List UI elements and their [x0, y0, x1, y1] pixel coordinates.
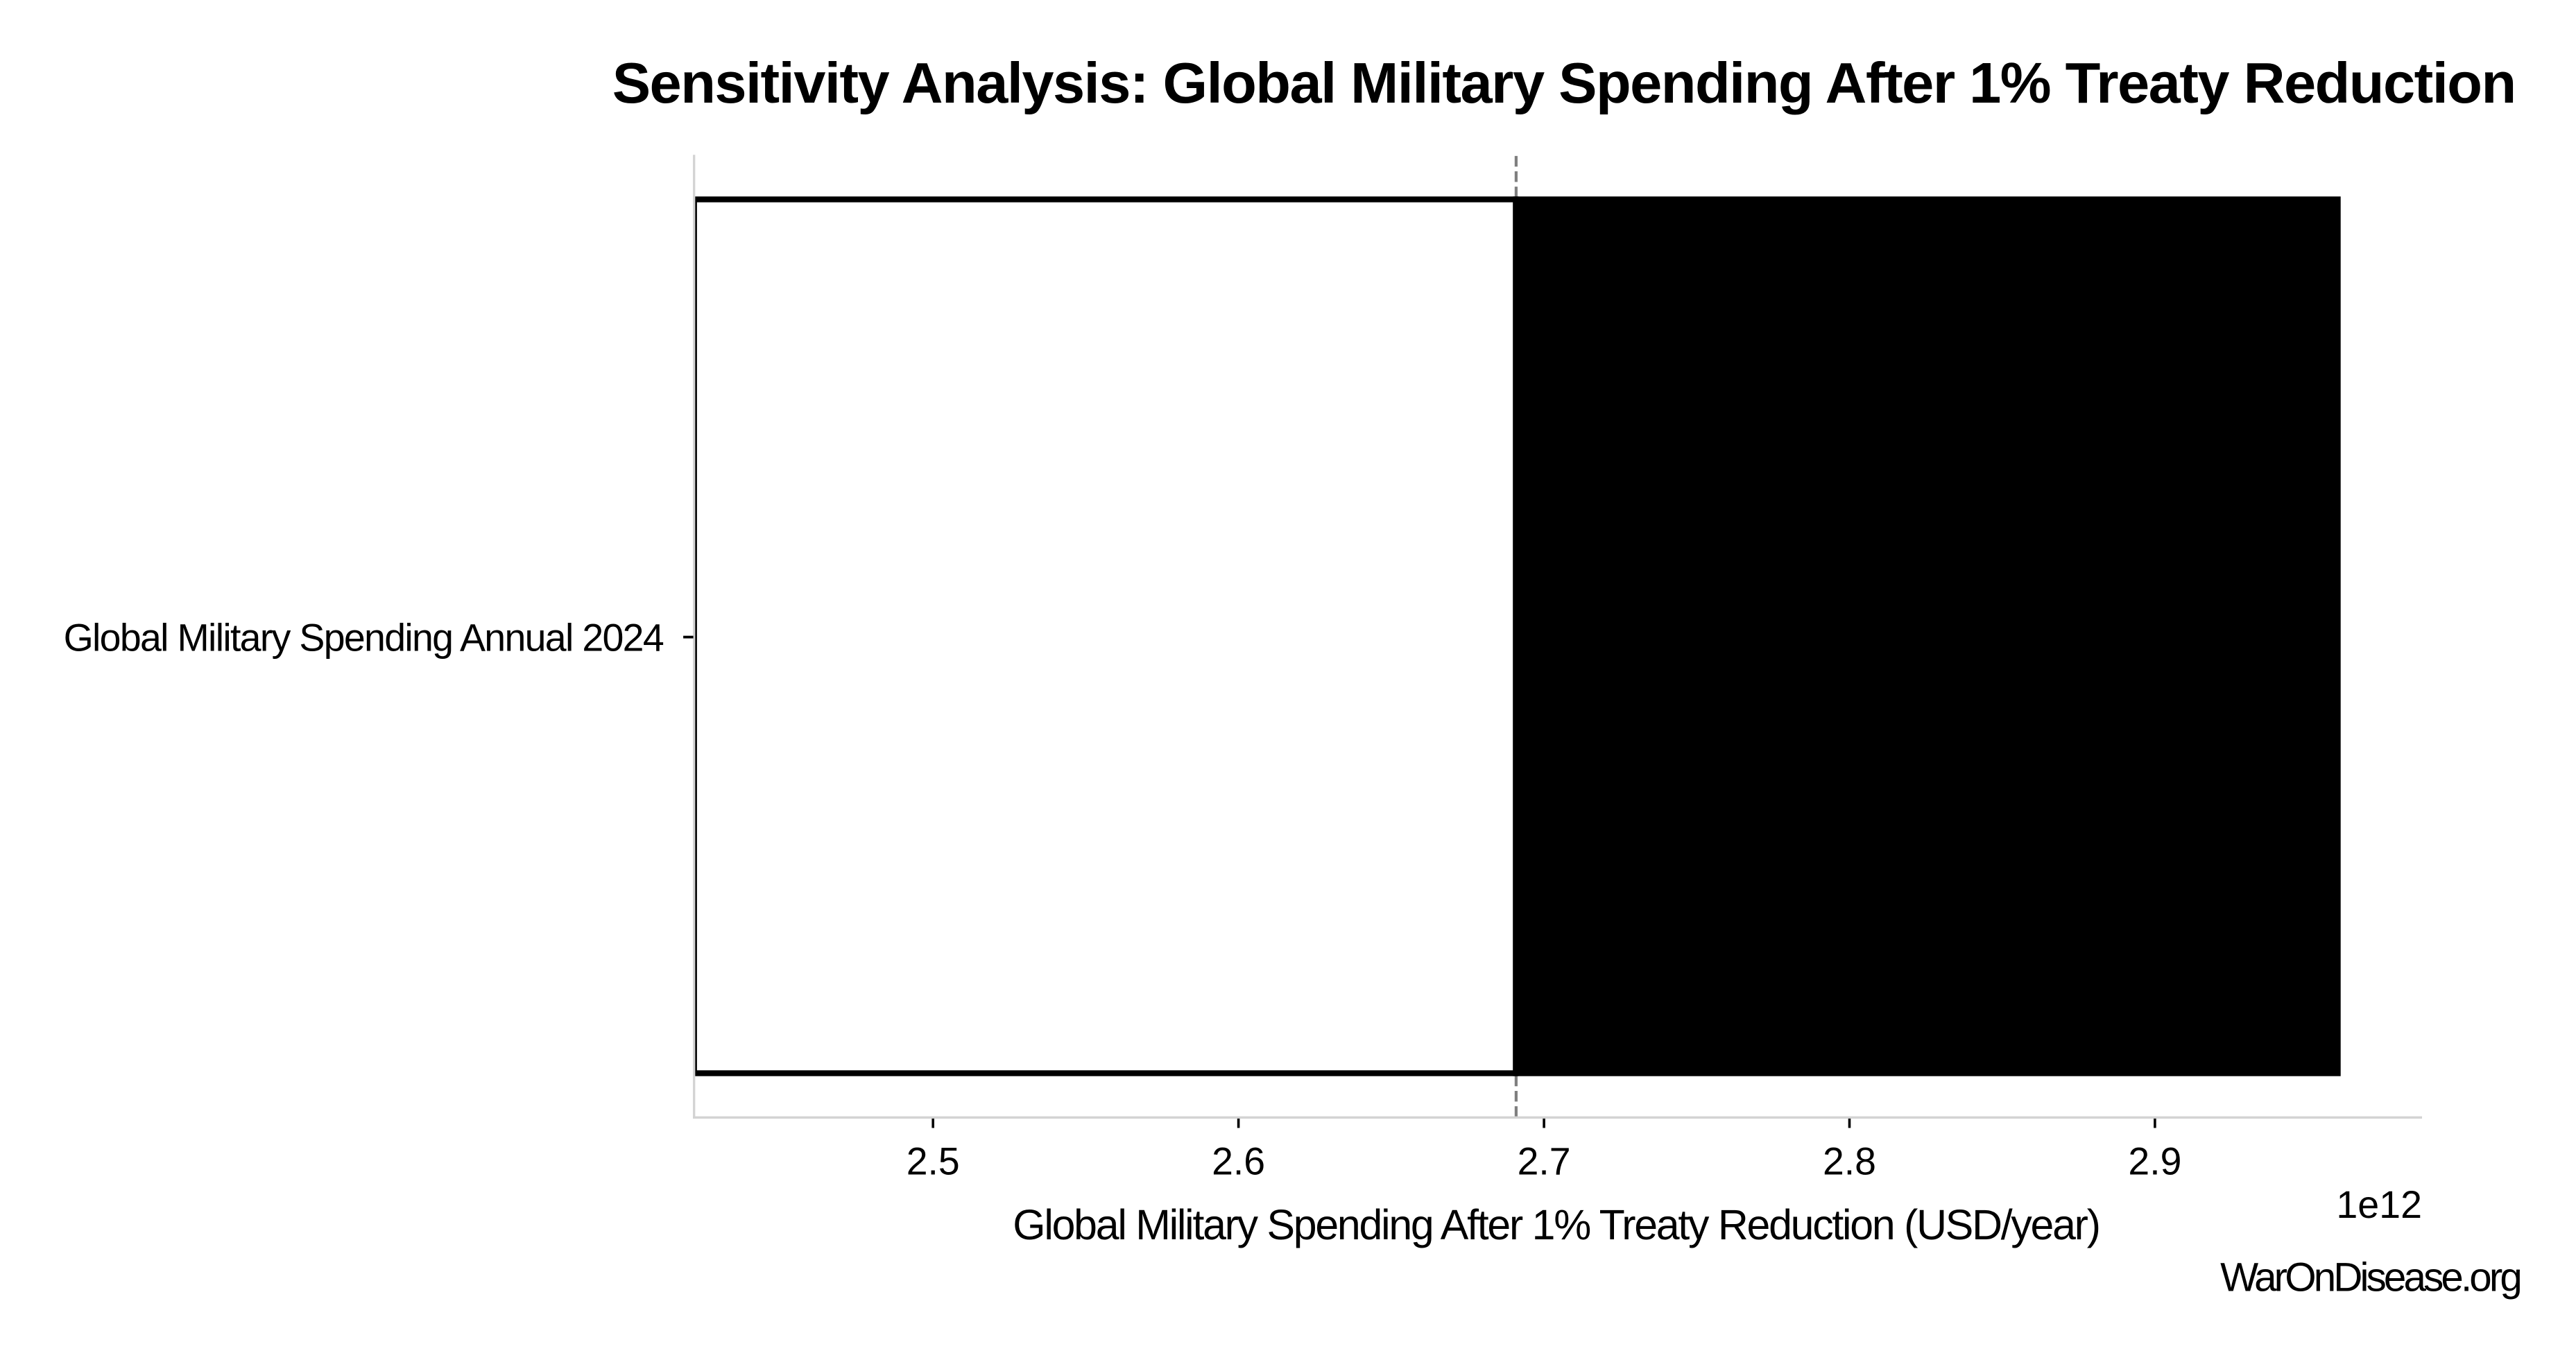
svg-text:WarOnDisease.org: WarOnDisease.org	[2220, 1255, 2520, 1300]
svg-text:2.9: 2.9	[2128, 1140, 2181, 1183]
svg-text:Global Military Spending Annua: Global Military Spending Annual 2024	[64, 617, 664, 660]
svg-text:2.7: 2.7	[1518, 1140, 1571, 1183]
svg-text:Sensitivity Analysis: Global M: Sensitivity Analysis: Global Military Sp…	[612, 51, 2516, 115]
svg-text:1e12: 1e12	[2336, 1183, 2422, 1226]
svg-text:Global Military Spending After: Global Military Spending After 1% Treaty…	[1013, 1201, 2099, 1248]
svg-text:2.8: 2.8	[1823, 1140, 1876, 1183]
svg-text:2.6: 2.6	[1212, 1140, 1265, 1183]
svg-text:2.5: 2.5	[907, 1140, 960, 1183]
